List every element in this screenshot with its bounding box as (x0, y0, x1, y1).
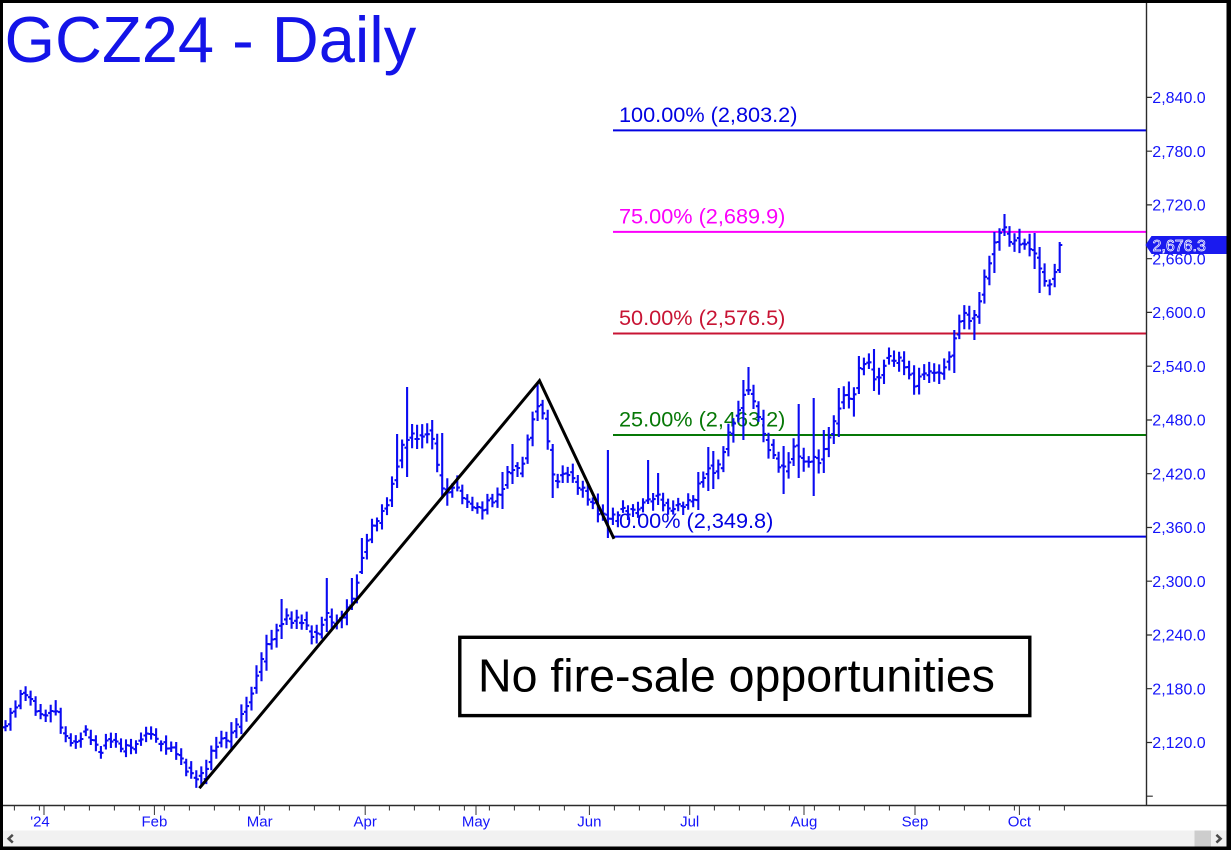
svg-text:2,240.0: 2,240.0 (1152, 628, 1205, 645)
svg-text:2,420.0: 2,420.0 (1152, 466, 1205, 483)
svg-text:Apr: Apr (354, 813, 377, 830)
svg-text:Oct: Oct (1008, 813, 1032, 830)
svg-text:2,480.0: 2,480.0 (1152, 413, 1205, 430)
svg-text:2,720.0: 2,720.0 (1152, 198, 1205, 215)
svg-text:75.00% (2,689.9): 75.00% (2,689.9) (619, 203, 785, 228)
svg-text:Aug: Aug (791, 813, 818, 830)
svg-text:'24: '24 (30, 813, 50, 830)
svg-text:GCZ24 - Daily: GCZ24 - Daily (5, 3, 417, 76)
svg-text:2,540.0: 2,540.0 (1152, 359, 1205, 376)
svg-text:Mar: Mar (247, 813, 273, 830)
svg-text:Jun: Jun (577, 813, 601, 830)
svg-text:2,600.0: 2,600.0 (1152, 305, 1205, 322)
svg-text:50.00% (2,576.5): 50.00% (2,576.5) (619, 305, 785, 330)
svg-text:Sep: Sep (902, 813, 929, 830)
svg-text:2,840.0: 2,840.0 (1152, 90, 1205, 107)
svg-text:No fire-sale opportunities: No fire-sale opportunities (478, 650, 995, 702)
svg-text:0.00% (2,349.8): 0.00% (2,349.8) (619, 508, 773, 533)
svg-text:2,300.0: 2,300.0 (1152, 574, 1205, 591)
svg-text:2,676.3: 2,676.3 (1153, 238, 1206, 255)
svg-text:Jul: Jul (680, 813, 699, 830)
svg-text:2,780.0: 2,780.0 (1152, 144, 1205, 161)
svg-text:100.00% (2,803.2): 100.00% (2,803.2) (619, 102, 797, 127)
svg-text:Feb: Feb (141, 813, 167, 830)
svg-text:2,120.0: 2,120.0 (1152, 735, 1205, 752)
svg-text:2,180.0: 2,180.0 (1152, 681, 1205, 698)
svg-text:2,360.0: 2,360.0 (1152, 520, 1205, 537)
svg-text:25.00% (2,463.2): 25.00% (2,463.2) (619, 407, 785, 432)
svg-text:2,660.0: 2,660.0 (1152, 251, 1205, 268)
svg-text:May: May (462, 813, 491, 830)
